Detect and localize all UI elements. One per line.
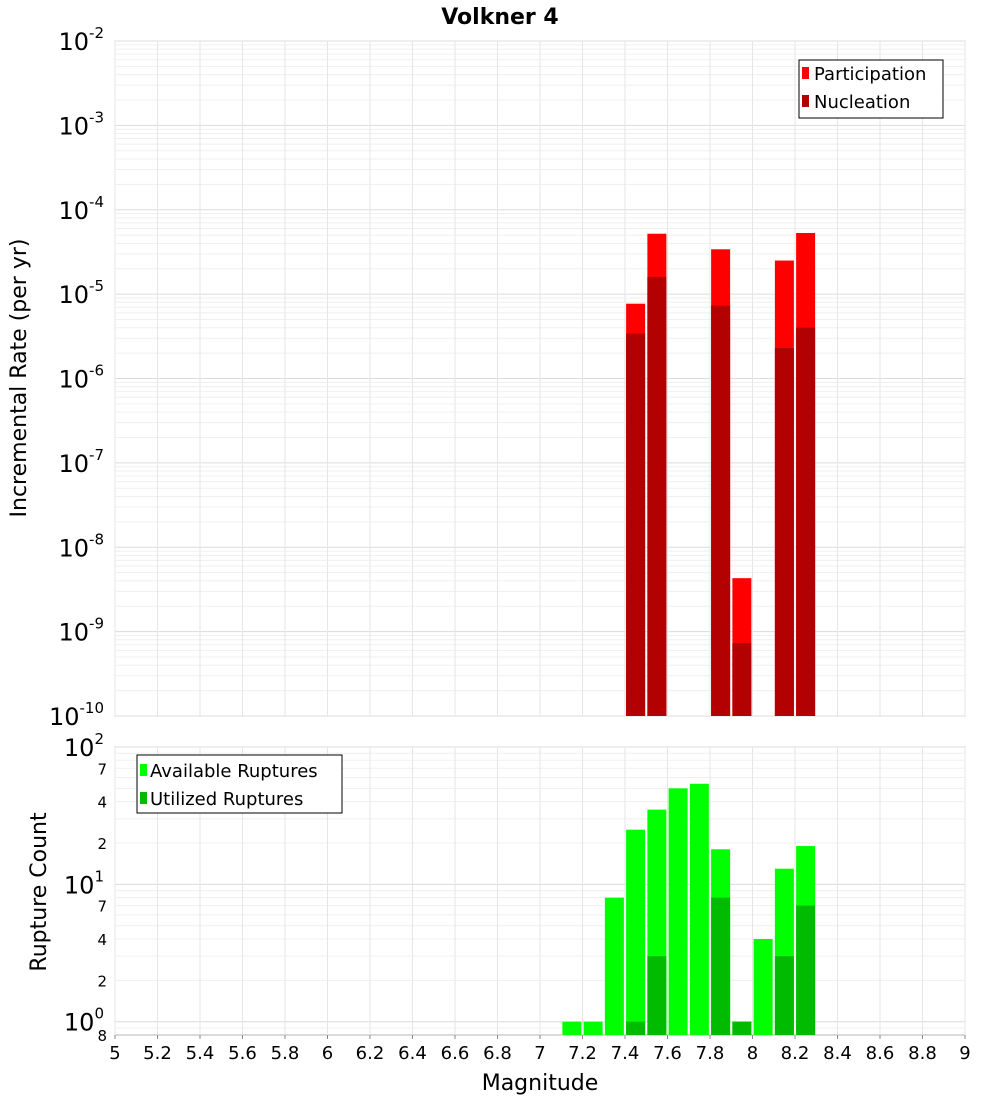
nucleation-bar [647,276,667,716]
available-ruptures-bar [689,783,709,1035]
available-ruptures-bar [626,829,646,1035]
x-tick-label: 6.4 [398,1043,427,1064]
top-y-tick-label: 10-2 [58,24,104,56]
nucleation-bar [711,305,731,716]
nucleation-bar [796,327,816,716]
x-tick-labels: 5 5.2 5.4 5.6 5.8 6 6.2 6.4 6.6 6.8 7 7.2 7.4 7.6 7.8 8… [109,1035,971,1064]
bottom-y-minor-tick-label: 7 [97,898,107,916]
top-plot: 10-2 10-3 10-4 10-5 10-6 10-7 10-8 10-9 10-10 In… [7,24,966,731]
x-tick-label: 6.6 [441,1043,470,1064]
x-tick-label: 6.2 [356,1043,385,1064]
x-tick-label: 5.6 [228,1043,257,1064]
bottom-y-minor-tick-label: 4 [97,794,107,812]
bottom-y-tick-labels: 102 101 100 7 4 2 7 4 2 8 [64,730,107,1045]
x-tick-label: 8.2 [781,1043,810,1064]
bottom-y-major-tick-label: 100 [64,1005,104,1037]
top-y-tick-label: 10-4 [58,193,104,225]
top-y-tick-label: 10-8 [58,530,104,562]
top-y-tick-label: 10-3 [58,108,104,140]
utilized-ruptures-bar [732,1021,752,1035]
legend-label-nucleation: Nucleation [814,92,910,113]
utilized-ruptures-bar [626,1021,646,1035]
bottom-y-axis-label: Rupture Count [27,812,52,972]
x-tick-label: 7 [534,1043,545,1064]
bottom-y-minor-tick-label: 2 [97,835,107,853]
nucleation-bar [732,643,752,716]
x-tick-label: 8.4 [823,1043,852,1064]
available-ruptures-bar [753,939,773,1035]
utilized-ruptures-bar [647,956,667,1035]
legend-swatch-utilized [140,792,147,804]
available-ruptures-bar [583,1021,603,1035]
bottom-gridlines [114,746,966,1035]
top-y-axis-label: Incremental Rate (per yr) [7,239,32,518]
bottom-plot: 102 101 100 7 4 2 7 4 2 8 5 5.2 5.4 5.6 5.8 6 6.2 6.4 6.6… [27,730,971,1096]
legend-label-available: Available Ruptures [150,761,318,782]
x-tick-label: 5.2 [143,1043,172,1064]
bottom-bars [562,783,816,1035]
top-y-tick-label: 10-9 [58,615,104,647]
bottom-y-minor-tick-label: 4 [97,931,107,949]
nucleation-bar [774,347,794,716]
x-tick-label: 5 [109,1043,120,1064]
legend-swatch-available [140,764,147,776]
utilized-ruptures-bar [711,897,731,1035]
bottom-y-major-tick-label: 102 [64,730,104,762]
legend-swatch-participation [802,67,809,79]
x-tick-label: 9 [959,1043,970,1064]
legend-label-utilized: Utilized Ruptures [150,789,303,810]
top-y-tick-label: 10-7 [58,446,104,478]
available-ruptures-bar [562,1021,582,1035]
bottom-legend: Available Ruptures Utilized Ruptures [136,754,343,814]
top-y-tick-label: 10-5 [58,277,104,309]
x-tick-label: 7.4 [611,1043,640,1064]
top-y-tick-labels: 10-2 10-3 10-4 10-5 10-6 10-7 10-8 10-9 10-10 [49,24,104,731]
bottom-legend-box [136,754,343,814]
x-tick-label: 6 [322,1043,333,1064]
bottom-y-major-tick-label: 101 [64,867,104,899]
nucleation-bar [626,333,646,716]
top-y-tick-label: 10-6 [58,362,104,394]
top-legend-box [798,59,944,119]
legend-label-participation: Participation [814,64,926,85]
x-axis-label: Magnitude [482,1071,599,1096]
chart-title: Volkner 4 [441,5,559,30]
x-tick-label: 8 [747,1043,758,1064]
available-ruptures-bar [668,788,688,1035]
utilized-ruptures-bar [796,905,816,1035]
bottom-y-minor-tick-label: 8 [97,1027,107,1045]
x-tick-label: 7.8 [696,1043,725,1064]
bottom-y-minor-tick-label: 7 [97,760,107,778]
x-tick-label: 6.8 [483,1043,512,1064]
x-tick-label: 5.4 [186,1043,215,1064]
top-y-tick-label: 10-10 [49,699,104,731]
x-tick-label: 7.2 [568,1043,597,1064]
x-tick-label: 8.6 [866,1043,895,1064]
legend-swatch-nucleation [802,95,809,107]
top-bars [626,233,816,716]
top-legend: Participation Nucleation [798,59,944,119]
x-tick-label: 7.6 [653,1043,682,1064]
utilized-ruptures-bar [774,956,794,1035]
x-tick-label: 5.8 [271,1043,300,1064]
available-ruptures-bar [604,897,624,1035]
top-gridlines [114,40,966,717]
x-tick-label: 8.8 [908,1043,937,1064]
bottom-y-minor-tick-label: 2 [97,972,107,990]
